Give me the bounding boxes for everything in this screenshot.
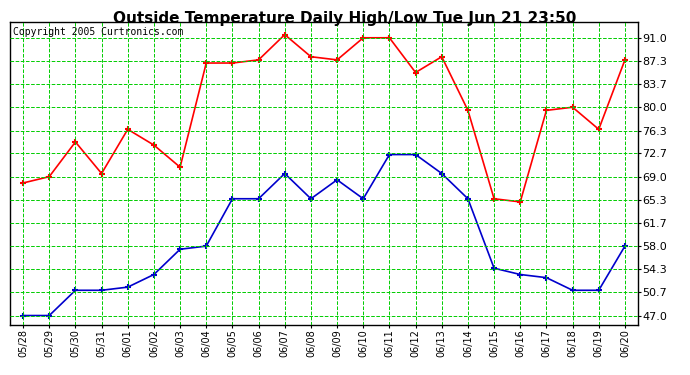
Text: Copyright 2005 Curtronics.com: Copyright 2005 Curtronics.com (13, 27, 184, 36)
Text: Outside Temperature Daily High/Low Tue Jun 21 23:50: Outside Temperature Daily High/Low Tue J… (113, 11, 577, 26)
